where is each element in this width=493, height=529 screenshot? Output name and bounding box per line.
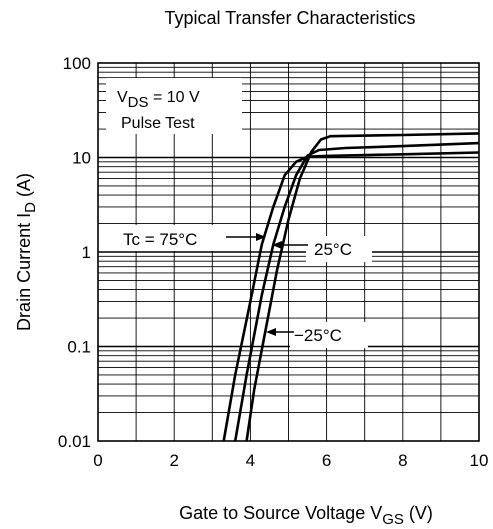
vds-condition: VDS = 10 V [117,89,200,111]
x-tick-label: 6 [322,451,331,470]
pulse-test-condition: Pulse Test [121,115,195,132]
annotation-box-75c [118,225,224,251]
y-tick-label: 0.1 [67,338,91,357]
annotation-25c: 25°C [314,240,352,259]
y-tick-label: 0.01 [58,432,91,451]
curves [222,132,480,442]
y-axis-label: Drain Current ID (A) [14,173,39,331]
annotation-75c-arrowhead [256,233,266,241]
x-tick-label: 2 [169,451,178,470]
annotation-25c-arrowhead [272,241,282,249]
series-line-1 [233,141,480,442]
x-tick-label: 8 [398,451,407,470]
condition-box [106,78,242,134]
x-tick-label: 4 [246,451,255,470]
series-line-0 [222,151,480,442]
chart-title: Typical Transfer Characteristics [164,8,415,28]
annotation-minus25c: −25°C [294,326,342,345]
annotation-75c: Tc = 75°C [123,230,197,249]
plot-frame [97,62,480,442]
y-tick-label: 10 [72,149,91,168]
y-tick-label: 1 [82,243,91,262]
x-tick-label: 10 [470,451,489,470]
annotation-minus25c-arrowhead [266,328,276,336]
y-tick-label: 100 [63,54,91,73]
annotation-box-minus25c [290,322,368,348]
series-line-2 [245,132,480,442]
annotation-box-25c [306,236,372,262]
x-tick-label: 0 [93,451,102,470]
tick-labels: 0 2 4 6 8 10 0.01 0.1 1 10 100 [58,54,489,470]
x-axis-label: Gate to Source Voltage VGS (V) [179,503,433,528]
